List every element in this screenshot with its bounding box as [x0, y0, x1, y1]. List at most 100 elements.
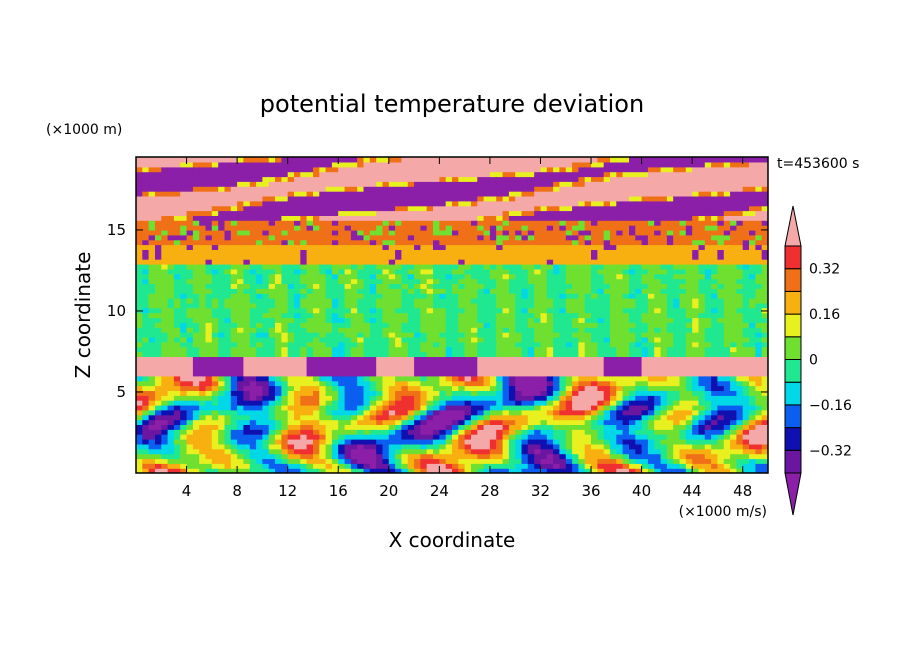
field-cell	[382, 356, 390, 362]
field-cell	[433, 161, 440, 168]
field-cell	[591, 259, 598, 265]
field-cell	[603, 268, 611, 275]
field-cell	[325, 215, 333, 221]
field-cell	[578, 181, 586, 187]
field-cell	[199, 458, 207, 464]
field-cell	[262, 195, 270, 202]
field-cell	[199, 268, 207, 275]
field-cell	[464, 443, 472, 450]
field-cell	[211, 157, 219, 163]
field-cell	[527, 293, 535, 299]
field-cell	[395, 176, 402, 182]
field-cell	[173, 448, 181, 455]
field-cell	[331, 229, 339, 236]
field-cell	[357, 448, 365, 455]
field-cell	[401, 332, 409, 338]
field-cell	[192, 366, 200, 372]
field-cell	[331, 234, 339, 241]
field-cell	[414, 293, 421, 299]
field-cell	[597, 424, 605, 430]
field-cell	[192, 264, 200, 270]
field-cell	[199, 205, 207, 212]
field-cell	[306, 400, 314, 406]
field-cell	[268, 244, 276, 250]
field-cell	[344, 307, 352, 314]
field-cell	[363, 205, 371, 212]
field-cell	[401, 463, 409, 469]
field-cell	[610, 414, 617, 421]
field-cell	[483, 375, 491, 382]
field-cell	[496, 317, 504, 323]
field-cell	[439, 288, 447, 294]
field-cell	[395, 468, 402, 473]
field-cell	[597, 293, 605, 299]
field-cell	[458, 229, 466, 236]
field-cell	[376, 409, 384, 416]
field-cell	[591, 244, 598, 250]
field-cell	[591, 458, 598, 464]
field-cell	[414, 332, 421, 338]
field-cell	[148, 239, 156, 246]
field-cell	[281, 234, 289, 241]
field-cell	[508, 161, 516, 168]
field-cell	[591, 361, 598, 367]
field-cell	[363, 229, 371, 236]
field-cell	[369, 400, 377, 406]
field-cell	[477, 443, 485, 450]
field-cell	[559, 332, 567, 338]
field-cell	[325, 429, 333, 435]
field-cell	[363, 419, 371, 425]
field-cell	[275, 463, 282, 469]
field-cell	[572, 370, 579, 377]
field-cell	[521, 375, 529, 382]
field-cell	[249, 239, 257, 246]
field-cell	[445, 186, 453, 192]
field-cell	[395, 453, 402, 460]
field-cell	[610, 191, 617, 197]
field-cell	[243, 191, 251, 197]
field-cell	[155, 283, 162, 289]
field-cell	[445, 312, 453, 319]
field-cell	[483, 404, 491, 411]
field-cell	[508, 195, 516, 202]
field-cell	[407, 176, 415, 182]
field-cell	[477, 429, 485, 435]
field-cell	[275, 327, 282, 333]
field-cell	[591, 351, 598, 357]
field-cell	[414, 346, 421, 353]
field-cell	[243, 395, 251, 401]
field-cell	[344, 395, 352, 401]
field-cell	[294, 439, 301, 445]
field-cell	[363, 157, 371, 163]
field-cell	[331, 424, 339, 430]
field-cell	[325, 254, 333, 260]
field-cell	[180, 210, 188, 216]
field-cell	[407, 453, 415, 460]
field-cell	[534, 166, 542, 173]
field-cell	[319, 181, 327, 187]
field-cell	[331, 254, 339, 260]
field-cell	[186, 220, 194, 226]
field-cell	[275, 395, 282, 401]
field-cell	[155, 312, 162, 319]
field-cell	[136, 336, 143, 343]
field-cell	[534, 404, 542, 411]
field-cell	[395, 288, 402, 294]
field-cell	[489, 336, 497, 343]
field-cell	[148, 453, 156, 460]
field-cell	[180, 356, 188, 362]
field-cell	[597, 439, 605, 445]
field-cell	[477, 390, 485, 396]
field-cell	[350, 249, 358, 255]
field-cell	[414, 312, 421, 319]
field-cell	[401, 327, 409, 333]
field-cell	[180, 443, 188, 450]
field-cell	[199, 375, 207, 382]
field-cell	[445, 390, 453, 396]
field-cell	[445, 210, 453, 216]
field-cell	[527, 283, 535, 289]
field-cell	[376, 385, 384, 391]
field-cell	[338, 249, 346, 255]
field-cell	[338, 463, 346, 469]
field-cell	[565, 254, 573, 260]
